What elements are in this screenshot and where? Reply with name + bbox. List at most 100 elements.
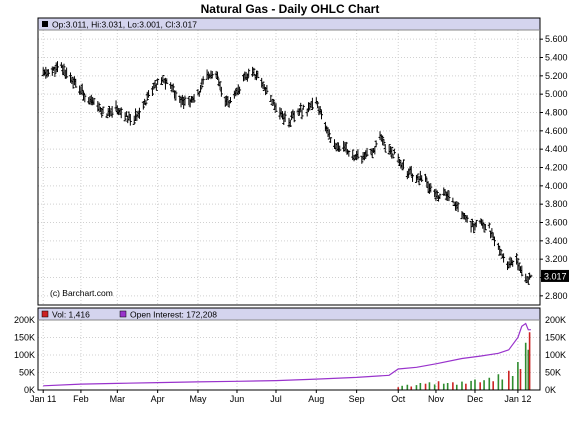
ohlc-bar (438, 193, 442, 199)
ohlc-bar (401, 159, 405, 169)
ohlc-bar (160, 77, 164, 86)
ohlc-bar (424, 173, 428, 182)
ohlc-bar (147, 90, 151, 98)
open-interest-layer (43, 322, 531, 387)
volume-legend-swatch (41, 310, 49, 318)
ohlc-bar (247, 68, 251, 78)
volume-y-tick-label-right: 0K (545, 385, 556, 395)
volume-y-tick-label-right: 200K (545, 315, 566, 325)
ohlc-bar (370, 148, 374, 159)
ohlc-bar (356, 149, 360, 160)
ohlc-bar (199, 84, 203, 93)
ohlc-bar (165, 78, 169, 85)
x-tick-label: May (189, 394, 207, 404)
volume-bar (528, 332, 531, 390)
chart-title: Natural Gas - Daily OHLC Chart (200, 2, 380, 16)
ohlc-bar (301, 104, 305, 110)
x-tick-label: Sep (349, 394, 365, 404)
ohlc-bar (161, 75, 165, 83)
ohlc-bar (215, 71, 219, 80)
ohlc-bar (411, 173, 415, 182)
volume-header-label: Vol: 1,416 (52, 310, 90, 320)
ohlc-bar (265, 84, 269, 94)
volume-bar (401, 385, 403, 390)
ohlc-bar (70, 76, 74, 85)
volume-panel-frame (37, 307, 541, 391)
ohlc-bar (150, 86, 154, 96)
ohlc-bar (183, 95, 187, 106)
ohlc-bar (400, 163, 404, 171)
volume-bar (519, 369, 522, 390)
ohlc-bar (197, 91, 201, 97)
price-y-tick-label: 4.200 (545, 163, 568, 173)
volume-y-tick-label-right: 50K (545, 368, 561, 378)
volume-bar (474, 379, 476, 390)
volume-bar (446, 383, 449, 390)
price-y-tick-label: 5.600 (545, 34, 568, 44)
price-header-ohlc: Op:3.011, Hi:3.031, Lo:3.001, Cl:3.017 (52, 20, 197, 30)
x-tick-label: Jun (230, 394, 245, 404)
ohlc-bar (391, 153, 395, 159)
volume-bar (397, 387, 400, 390)
ohlc-bar (141, 101, 145, 110)
volume-bar (424, 383, 427, 390)
price-header-swatch (42, 21, 48, 27)
ohlc-bar (105, 113, 109, 119)
ohlc-bar (511, 260, 515, 267)
volume-y-tick-label-right: 150K (545, 333, 566, 343)
ohlc-bar (261, 81, 265, 90)
ohlc-bar (316, 101, 320, 109)
open-interest-legend-swatch (119, 310, 127, 318)
ohlc-bar (56, 61, 60, 73)
x-tick-label: Feb (73, 394, 89, 404)
ohlc-bar (156, 78, 160, 85)
ohlc-bar (336, 142, 340, 152)
volume-header-bg (38, 308, 540, 320)
volume-layer (397, 332, 532, 390)
volume-bar (483, 380, 485, 390)
price-y-tick-label: 5.200 (545, 71, 568, 81)
label-layer: 5.600 5.400 5.200 5.000 4.800 4.600 4.400 4.200… (14, 20, 569, 404)
volume-bar (419, 383, 422, 390)
ohlc-bar (382, 139, 386, 146)
price-y-tick-label: 3.600 (545, 218, 568, 228)
price-bars-layer (41, 61, 533, 285)
ohlc-bar (383, 144, 387, 153)
price-y-tick-label: 2.800 (545, 291, 568, 301)
ohlc-bar (80, 83, 84, 96)
ohlc-bar (520, 265, 524, 277)
x-tick-label: Mar (110, 394, 126, 404)
ohlc-bar (288, 119, 292, 128)
source-label: (c) Barchart.com (50, 288, 113, 298)
x-tick-label: Oct (391, 394, 406, 404)
ohlc-bar (396, 153, 400, 164)
x-tick-label: Jan 12 (504, 394, 531, 404)
ohlc-bar (228, 97, 232, 104)
last-close-box (541, 269, 569, 282)
ohlc-bar (516, 257, 520, 271)
ohlc-bar (82, 91, 86, 101)
ohlc-bar (460, 211, 464, 220)
volume-bar (527, 349, 530, 390)
price-y-tick-label: 5.000 (545, 89, 568, 99)
ohlc-bar (274, 103, 278, 113)
x-tick-label: Jan 11 (30, 394, 56, 404)
ohlc-bar (499, 248, 503, 256)
volume-bar (428, 382, 431, 390)
volume-bar (470, 380, 472, 390)
ohlc-bar (101, 106, 105, 115)
ohlc-bar (137, 107, 141, 119)
ohlc-bar (97, 102, 101, 111)
volume-bar (410, 386, 413, 390)
ohlc-bar (474, 219, 478, 228)
ohlc-bar (219, 86, 223, 97)
volume-bar (511, 376, 514, 390)
x-tick-label: Jul (270, 394, 282, 404)
ohlc-bar (327, 129, 331, 140)
volume-bar (465, 383, 467, 390)
frame-layer (37, 17, 543, 393)
volume-panel-bg (38, 308, 540, 390)
ohlc-bar (270, 99, 274, 106)
ohlc-bar (456, 201, 460, 213)
